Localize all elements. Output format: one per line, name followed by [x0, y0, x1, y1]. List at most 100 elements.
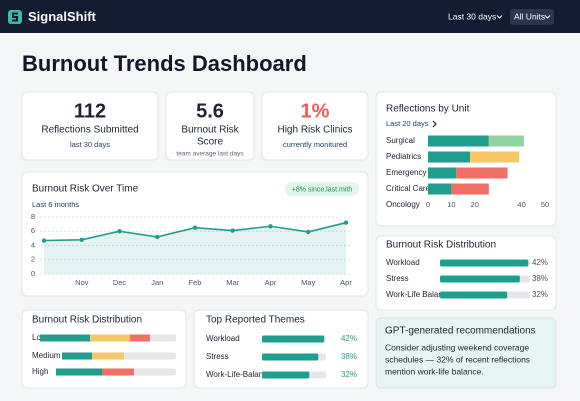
recommendation-text: mention work-life balance. — [385, 366, 484, 376]
y-tick-label: 6 — [31, 226, 35, 235]
kpi-note: team average last days — [176, 151, 244, 158]
x-tick-label: Feb — [189, 278, 202, 287]
chart-title: Reflections by Unit — [386, 104, 470, 115]
x-tick-label: Apr — [340, 278, 352, 287]
units-label[interactable]: All Units — [514, 11, 545, 21]
line-card — [21, 171, 369, 297]
value-label: 32% — [341, 370, 357, 379]
kpi-value: 1% — [301, 100, 330, 122]
chart-title: Top Reported Themes — [206, 315, 305, 326]
value-label: 32% — [532, 290, 548, 299]
chart-subtitle: Last 6 months — [32, 200, 79, 209]
badge — [285, 182, 359, 196]
point — [268, 224, 273, 229]
bar — [440, 291, 508, 299]
page-title: Burnout Trends Dashboard — [22, 51, 307, 76]
x-tick-label: Nov — [75, 278, 89, 287]
bar-segment — [56, 368, 102, 376]
bar-segment — [451, 183, 489, 195]
kpi-card — [261, 91, 369, 161]
y-tick-label: 8 — [31, 212, 35, 221]
themes-card — [193, 309, 369, 389]
point — [343, 220, 349, 225]
category-label: Emergency — [386, 168, 426, 177]
bar-segment — [40, 334, 90, 342]
category-label: Surgical — [386, 136, 415, 145]
bar-segment — [102, 368, 134, 376]
chart-subtitle: Last 20 days — [386, 119, 429, 128]
kpi-label: Reflections Submitted — [41, 125, 138, 136]
x-tick-label: 0 — [426, 200, 430, 209]
category-label: Critical Care — [386, 184, 431, 193]
bar — [262, 371, 310, 379]
category-label: Work-Life-Balance — [206, 370, 272, 379]
x-tick-label: 50 — [541, 200, 549, 209]
chevron[interactable] — [432, 120, 437, 128]
chart-title: Burnout Risk Over Time — [32, 184, 139, 195]
x-tick-label: May — [301, 278, 315, 287]
kpi-value: 5.6 — [196, 100, 224, 122]
point — [117, 229, 122, 234]
point — [41, 238, 47, 243]
x-tick-label: Apr — [265, 278, 277, 287]
point — [192, 225, 198, 230]
point — [306, 229, 311, 235]
category-label: Low — [32, 333, 47, 342]
bar — [262, 353, 319, 361]
x-tick-label: Mar — [226, 278, 239, 287]
bar — [262, 335, 325, 343]
point — [79, 237, 84, 242]
bar-segment — [90, 334, 130, 342]
kpi-label: Burnout Risk — [181, 125, 239, 136]
brand: SignalShift — [28, 9, 97, 24]
x-tick-label: Dec — [113, 278, 127, 287]
area — [44, 222, 346, 274]
category-label: Work-Life Balance — [386, 290, 452, 299]
category-label: Stress — [206, 352, 229, 361]
x-tick-label: 40 — [517, 200, 525, 209]
value-label: 38% — [532, 274, 548, 283]
badge-text: +8% since.last.mith — [292, 186, 353, 193]
chart-title: Burnout Risk Distribution — [386, 240, 496, 251]
top-bar — [0, 0, 580, 33]
bar-segment — [428, 183, 452, 195]
value-label: 42% — [532, 258, 548, 267]
kpi-note: currently monitured — [283, 140, 347, 149]
point — [155, 234, 160, 240]
bar-segment — [428, 151, 471, 163]
category-label: Oncology — [386, 200, 420, 209]
recommendation-text: Consider adjusting weekend coverage — [385, 342, 529, 352]
kpi-note: last 30 days — [70, 140, 110, 149]
value-label: 42% — [341, 334, 357, 343]
bar-segment — [470, 151, 520, 163]
chevron — [544, 15, 551, 19]
bar-segment — [92, 352, 124, 360]
kpi-label: Score — [197, 137, 224, 148]
category-label: Pediatrics — [386, 152, 421, 161]
x-tick-label: 10 — [447, 200, 455, 209]
value-label: 38% — [341, 352, 357, 361]
y-tick-label: 0 — [31, 269, 35, 278]
bar-segment — [428, 167, 457, 179]
bar — [440, 275, 520, 283]
recommendation-card — [375, 317, 557, 389]
kpi-value: 112 — [74, 100, 106, 122]
chart-title: Burnout Risk Distribution — [32, 315, 142, 326]
units-button[interactable] — [510, 9, 554, 25]
date-range[interactable]: Last 30 days — [448, 11, 496, 21]
bar-segment — [130, 334, 150, 342]
kpi-label: High Risk Clinics — [277, 125, 352, 136]
kpi-card — [21, 91, 159, 161]
chevron — [496, 15, 503, 19]
recommendation-title: GPT-generated recommendations — [385, 326, 536, 337]
logo-glyph — [12, 12, 18, 22]
kpi-card — [165, 91, 255, 161]
category-label: Medium — [32, 351, 61, 360]
y-tick-label: 4 — [31, 240, 35, 249]
bar — [440, 259, 529, 267]
y-tick-label: 2 — [31, 255, 35, 264]
point — [230, 228, 235, 233]
recommendation-text: schedules — 32% of recent reflections — [385, 354, 530, 364]
